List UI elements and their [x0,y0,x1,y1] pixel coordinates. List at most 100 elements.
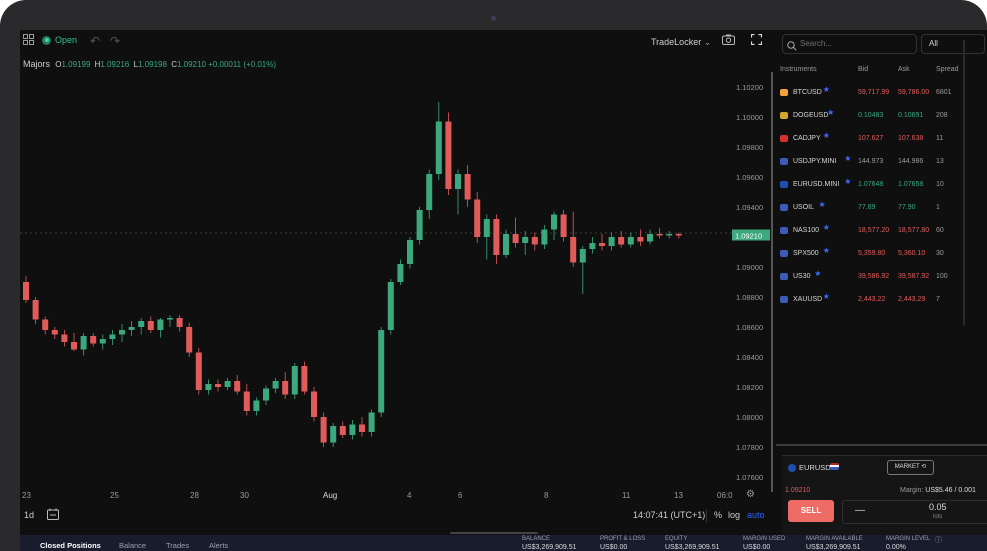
tab-alerts[interactable]: Alerts [209,541,229,550]
order-type-button[interactable]: MARKET ⟲ [887,460,934,475]
drag-handle[interactable] [450,532,538,534]
current-price-label: 1.09210 [735,232,762,241]
column-header[interactable]: Bid [858,66,869,73]
filter-select[interactable]: All [921,34,985,54]
watchlist-row[interactable]: SPX500 ★ 5,359.80 5,360.10 30 [780,246,987,261]
watchlist-row[interactable]: BTCUSD ★ 59,717.99 59,786.00 6801 [780,85,987,100]
open-label: O [55,60,62,69]
candle-body [483,219,490,237]
watchlist-row[interactable]: USDJPY.MINI ★ 144.973 144.986 13 [780,154,987,169]
favorite-star-icon[interactable]: ★ [814,269,822,278]
percent-toggle[interactable]: % [714,510,723,520]
date-range-icon[interactable] [47,508,59,522]
decrease-button[interactable]: — [855,505,865,516]
watchlist-row[interactable]: EURUSD.MINI ★ 1.07648 1.07658 10 [780,177,987,192]
x-axis: 23 25 28 30 Aug 4 6 8 11 13 06:0 ⚙ [20,489,776,505]
watchlist-row[interactable]: CADJPY ★ 107.627 107.638 11 [780,131,987,146]
clock-display[interactable]: 14:07:41 (UTC+1) [633,510,706,520]
sell-label: SELL [800,506,822,515]
fullscreen-icon[interactable] [750,33,763,48]
settings-gear-icon[interactable]: ⚙ [746,489,755,500]
column-header[interactable]: Spread [936,66,959,73]
redo-icon[interactable]: ↷ [110,34,121,48]
spread-value: 100 [936,273,948,280]
candle-body [416,210,423,240]
bid-value: 1.07648 [858,181,884,188]
bid-value: 39,586.92 [858,273,890,280]
favorite-star-icon[interactable]: ★ [822,85,830,94]
watchlist-row[interactable]: US30 ★ 39,586.92 39,587.92 100 [780,269,987,284]
metric-label: MARGIN LEVEL [886,536,931,542]
tab-trades[interactable]: Trades [166,541,190,550]
bid-value: 0.10483 [858,112,884,119]
column-header[interactable]: Ask [898,66,910,73]
candle-body [128,327,135,330]
favorite-star-icon[interactable]: ★ [827,108,835,117]
y-tick-label: 1.07800 [736,443,763,452]
spread-value: 6801 [936,89,952,96]
y-tick-label: 1.10000 [736,113,763,122]
current-price-tag [732,229,770,241]
candle-body [397,264,404,282]
favorite-star-icon[interactable]: ★ [844,154,852,163]
camera-dot [491,16,496,21]
ask-value: 144.986 [898,158,924,165]
panel-splitter[interactable] [776,444,987,446]
ask-value: 5,360.10 [898,250,926,257]
candle-body [349,424,356,435]
search-placeholder: Search... [800,39,833,48]
candle-body [579,249,586,263]
spread-value: 11 [936,135,944,142]
candle-body [282,381,289,395]
metric-value: US$3,269,909.51 [522,544,577,551]
watchlist-row[interactable]: NAS100 ★ 18,577.20 18,577.80 60 [780,223,987,238]
favorite-star-icon[interactable]: ★ [844,177,852,186]
watchlist-row[interactable]: USOIL ★ 77.89 77.90 1 [780,200,987,215]
tab-closed-positions[interactable]: Closed Positions [40,541,101,550]
search-box[interactable]: Search... [782,34,917,54]
order-price: 1.09210 [785,487,811,494]
undo-icon[interactable]: ↶ [90,34,101,48]
instrument-symbol: SPX500 [793,250,819,257]
x-tick: 11 [622,491,631,500]
lots-stepper[interactable]: — 0.05 lots [842,500,987,524]
info-icon[interactable]: ⓘ [935,537,942,544]
broker-selector[interactable]: TradeLocker ⌄ [651,37,711,48]
scrollbar[interactable] [963,40,965,325]
candle-body [243,391,250,411]
auto-toggle[interactable]: auto [747,510,765,520]
camera-icon[interactable] [722,34,735,48]
candlestick-chart[interactable]: 1.10200 1.10000 1.09800 1.09600 1.09400 1.092… [20,72,776,492]
high-value: 1.09216 [100,60,130,69]
favorite-star-icon[interactable]: ★ [822,131,830,140]
candle-body [512,234,519,243]
favorite-star-icon[interactable]: ★ [818,200,826,209]
y-tick-label: 1.09600 [736,173,763,182]
watchlist-row[interactable]: DOGEUSD ★ 0.10483 0.10691 208 [780,108,987,123]
market-status-badge[interactable]: Open [42,35,77,45]
instrument-flag-icon [780,181,788,188]
favorite-star-icon[interactable]: ★ [822,246,830,255]
log-toggle[interactable]: log [728,510,741,520]
status-dot-icon [42,35,51,45]
instrument-flag-icon [780,135,788,142]
eu-flag-icon [788,464,796,472]
watchlist-row[interactable]: XAUUSD ★ 2,443.22 2,443.29 7 [780,292,987,307]
grid-layout-icon[interactable] [23,34,34,48]
favorite-star-icon[interactable]: ★ [822,223,830,232]
candle-body [589,243,596,249]
margin-value: US$5.46 / 0.001 [925,487,976,494]
tab-balance[interactable]: Balance [119,541,147,550]
favorite-star-icon[interactable]: ★ [822,292,830,301]
spread-value: 1 [936,204,940,211]
column-header[interactable]: Instruments [780,66,817,73]
candle-body [531,237,538,245]
candle-body [253,400,260,411]
lots-value[interactable]: 0.05 [929,502,947,512]
sell-button[interactable]: SELL [788,500,834,522]
metric-label: EQUITY [665,536,688,542]
instrument-flag-icon [780,250,788,257]
candle-body [157,319,164,330]
spread-value: 30 [936,250,944,257]
timeframe-button[interactable]: 1d [24,510,35,520]
